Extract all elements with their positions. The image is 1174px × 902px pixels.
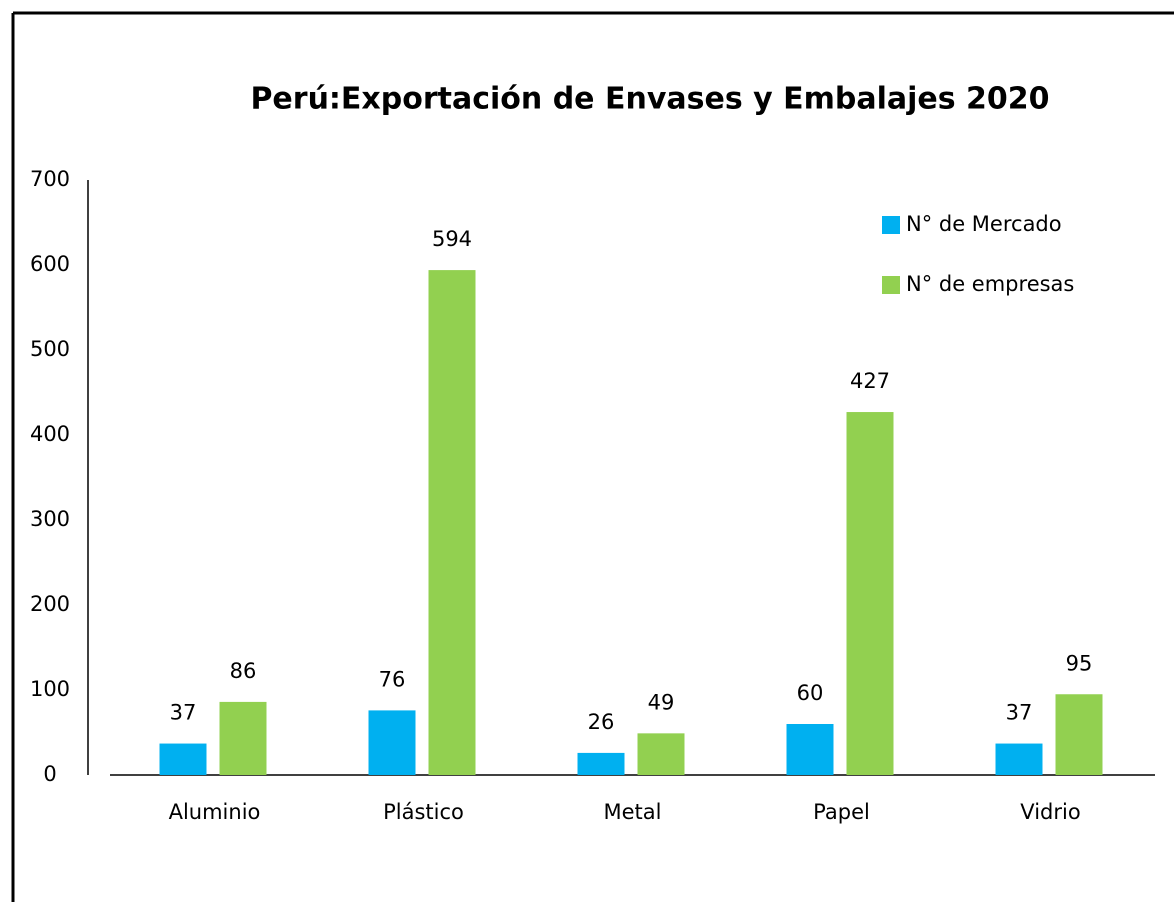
bar — [637, 733, 685, 775]
legend-label: N° de Mercado — [906, 212, 1062, 236]
bar — [1055, 694, 1103, 775]
bar — [995, 743, 1043, 775]
data-label: 76 — [379, 667, 406, 691]
x-tick-label: Vidrio — [1020, 800, 1080, 824]
data-label: 594 — [432, 227, 472, 251]
data-label: 26 — [588, 710, 615, 734]
data-label: 49 — [648, 690, 675, 714]
y-tick-label: 200 — [30, 592, 70, 616]
bar — [846, 412, 894, 775]
y-tick-label: 700 — [30, 167, 70, 191]
y-tick-label: 0 — [43, 762, 56, 786]
legend-swatch — [882, 216, 900, 234]
x-tick-label: Papel — [813, 800, 870, 824]
data-label: 60 — [797, 681, 824, 705]
y-tick-label: 300 — [30, 507, 70, 531]
data-label: 95 — [1066, 651, 1093, 675]
x-tick-label: Aluminio — [169, 800, 261, 824]
y-tick-label: 400 — [30, 422, 70, 446]
bar — [159, 743, 207, 775]
bar — [577, 752, 625, 775]
bar — [368, 710, 416, 775]
data-label: 37 — [170, 701, 197, 725]
x-tick-label: Plástico — [383, 800, 464, 824]
bar — [428, 270, 476, 775]
bar — [786, 724, 834, 775]
data-label: 37 — [1006, 701, 1033, 725]
legend-label: N° de empresas — [906, 272, 1074, 296]
y-tick-label: 600 — [30, 252, 70, 276]
data-label: 427 — [850, 369, 890, 393]
y-tick-label: 500 — [30, 337, 70, 361]
data-label: 86 — [230, 659, 257, 683]
legend-swatch — [882, 276, 900, 294]
chart-title: Perú:Exportación de Envases y Embalajes … — [250, 82, 1049, 117]
y-tick-label: 100 — [30, 677, 70, 701]
x-tick-label: Metal — [604, 800, 662, 824]
bar — [219, 701, 267, 775]
